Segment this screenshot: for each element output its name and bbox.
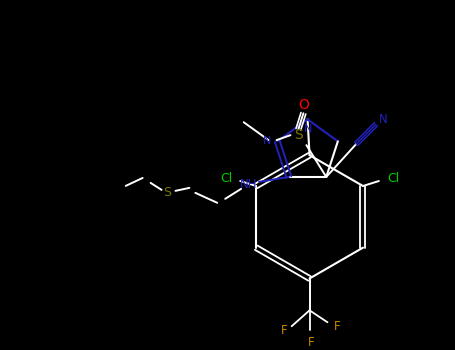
Text: O: O [298,98,309,112]
Text: F: F [280,324,287,337]
Text: N: N [303,124,312,134]
Text: N: N [263,136,272,146]
Text: Cl: Cl [387,172,399,184]
Text: S: S [294,128,303,142]
Text: Cl: Cl [220,172,233,184]
Text: N: N [379,113,387,126]
Text: S: S [163,186,172,200]
Text: F: F [334,320,341,333]
Text: F: F [308,336,315,349]
Text: NH: NH [240,178,258,191]
